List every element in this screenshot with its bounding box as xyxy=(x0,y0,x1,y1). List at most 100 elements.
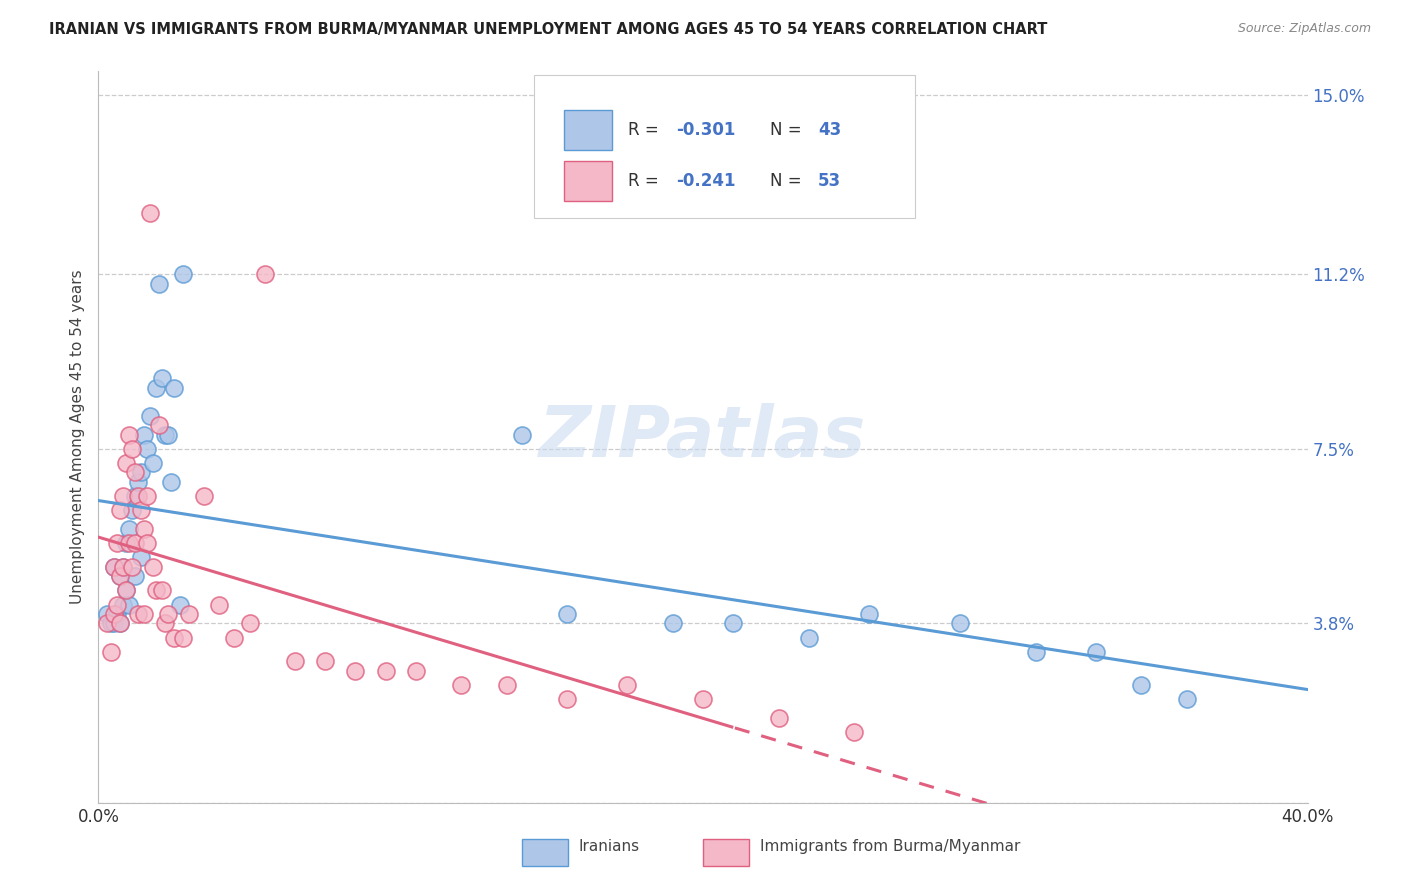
Point xyxy=(224,631,246,645)
Point xyxy=(121,559,143,574)
Point xyxy=(111,559,134,574)
Point xyxy=(103,616,125,631)
Point xyxy=(114,583,136,598)
Point xyxy=(100,616,122,631)
Point xyxy=(132,607,155,621)
Point xyxy=(723,616,745,631)
Point xyxy=(108,616,131,631)
Point xyxy=(169,598,191,612)
Point xyxy=(172,631,194,645)
Point xyxy=(135,536,157,550)
Text: R =: R = xyxy=(628,172,664,190)
Point xyxy=(114,456,136,470)
Point xyxy=(114,536,136,550)
Point xyxy=(1130,678,1153,692)
Point xyxy=(156,427,179,442)
Point xyxy=(172,267,194,281)
Point xyxy=(103,559,125,574)
FancyBboxPatch shape xyxy=(564,110,613,150)
Point xyxy=(108,503,131,517)
Point xyxy=(163,380,186,394)
Point xyxy=(314,654,336,668)
Text: IRANIAN VS IMMIGRANTS FROM BURMA/MYANMAR UNEMPLOYMENT AMONG AGES 45 TO 54 YEARS : IRANIAN VS IMMIGRANTS FROM BURMA/MYANMAR… xyxy=(49,22,1047,37)
Point xyxy=(114,583,136,598)
Y-axis label: Unemployment Among Ages 45 to 54 years: Unemployment Among Ages 45 to 54 years xyxy=(69,269,84,605)
Text: N =: N = xyxy=(769,172,807,190)
Point xyxy=(132,427,155,442)
Point xyxy=(121,442,143,456)
Text: Source: ZipAtlas.com: Source: ZipAtlas.com xyxy=(1237,22,1371,36)
Text: 43: 43 xyxy=(818,121,841,139)
Point xyxy=(127,489,149,503)
Point xyxy=(121,503,143,517)
Point xyxy=(127,475,149,489)
Point xyxy=(344,664,367,678)
Point xyxy=(208,598,231,612)
Point xyxy=(153,427,176,442)
Point xyxy=(129,466,152,480)
Point xyxy=(495,678,517,692)
Point xyxy=(1024,645,1046,659)
Point xyxy=(148,277,170,291)
Point xyxy=(858,607,880,621)
Point xyxy=(118,536,141,550)
FancyBboxPatch shape xyxy=(564,161,613,202)
Point xyxy=(127,607,149,621)
Text: -0.301: -0.301 xyxy=(676,121,735,139)
Point xyxy=(100,645,122,659)
Point xyxy=(135,442,157,456)
Text: R =: R = xyxy=(628,121,664,139)
Point xyxy=(555,607,578,621)
Point xyxy=(111,598,134,612)
Point xyxy=(96,616,118,631)
Point xyxy=(405,664,427,678)
Point xyxy=(129,550,152,565)
Point xyxy=(160,475,183,489)
Point xyxy=(103,559,125,574)
Point xyxy=(450,678,472,692)
Point xyxy=(105,598,128,612)
Point xyxy=(142,559,165,574)
Point xyxy=(616,678,638,692)
Point xyxy=(510,427,533,442)
Point xyxy=(108,616,131,631)
Point xyxy=(193,489,215,503)
Point xyxy=(132,522,155,536)
Point xyxy=(661,616,683,631)
Point xyxy=(374,664,396,678)
Point xyxy=(111,559,134,574)
FancyBboxPatch shape xyxy=(703,838,749,866)
Point xyxy=(555,692,578,706)
Point xyxy=(135,489,157,503)
FancyBboxPatch shape xyxy=(522,838,568,866)
Text: N =: N = xyxy=(769,121,807,139)
Point xyxy=(148,418,170,433)
Point xyxy=(124,466,146,480)
Point xyxy=(124,569,146,583)
Point xyxy=(129,503,152,517)
Point xyxy=(1175,692,1198,706)
Point xyxy=(949,616,972,631)
Point xyxy=(150,583,173,598)
Point xyxy=(139,206,162,220)
Point xyxy=(118,522,141,536)
Point xyxy=(118,598,141,612)
Text: ZIPatlas: ZIPatlas xyxy=(540,402,866,472)
Point xyxy=(108,569,131,583)
Point xyxy=(179,607,201,621)
Text: -0.241: -0.241 xyxy=(676,172,735,190)
Point xyxy=(139,409,162,423)
Point xyxy=(1085,645,1108,659)
Point xyxy=(142,456,165,470)
Point xyxy=(118,427,141,442)
Point xyxy=(108,569,131,583)
Point xyxy=(124,536,146,550)
Point xyxy=(692,692,714,706)
Point xyxy=(253,267,276,281)
Point xyxy=(768,711,790,725)
Point xyxy=(111,489,134,503)
FancyBboxPatch shape xyxy=(534,75,915,218)
Point xyxy=(797,631,820,645)
Text: 53: 53 xyxy=(818,172,841,190)
Point xyxy=(153,616,176,631)
